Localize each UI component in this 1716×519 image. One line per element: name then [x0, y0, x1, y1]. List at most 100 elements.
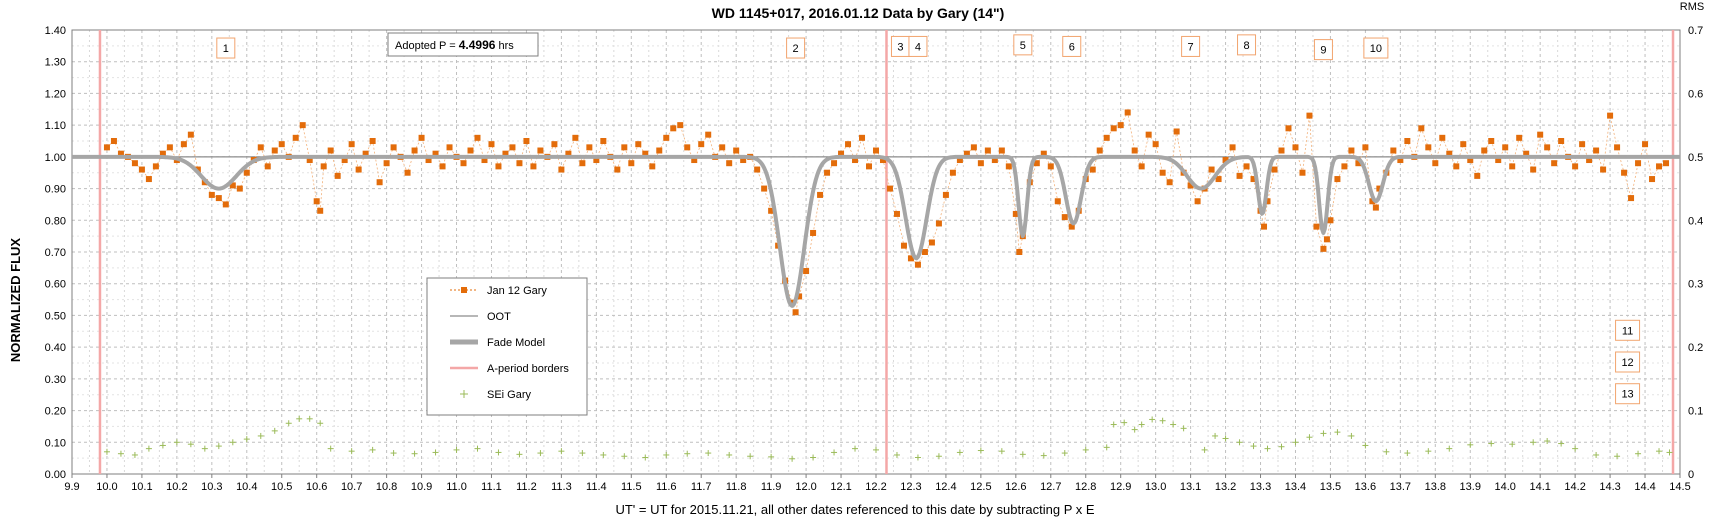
x-tick-label: 10.5 [271, 481, 292, 493]
jan12-point [320, 163, 327, 170]
x-tick-label: 11.9 [761, 481, 782, 493]
y-tick-label: 1.10 [45, 120, 66, 132]
jan12-point [1502, 144, 1509, 151]
jan12-point [502, 150, 509, 157]
svg-text:13: 13 [1621, 389, 1633, 401]
svg-text:5: 5 [1020, 40, 1026, 52]
sei-point [495, 449, 502, 456]
jan12-point [215, 195, 222, 202]
jan12-point [1016, 249, 1023, 255]
sei-point [1509, 441, 1516, 448]
jan12-point [1425, 144, 1432, 151]
jan12-point [1593, 147, 1600, 154]
svg-text:2: 2 [793, 43, 799, 55]
jan12-point [1215, 176, 1222, 183]
sei-point [348, 448, 355, 455]
jan12-point [789, 299, 796, 306]
sei-point [1530, 439, 1537, 446]
jan12-point [243, 169, 250, 176]
sei-point [600, 451, 607, 458]
x-tick-label: 13.7 [1390, 481, 1411, 493]
y-tick-label: 0.50 [45, 310, 66, 322]
svg-text:6: 6 [1069, 41, 1075, 53]
jan12-point [1061, 214, 1068, 221]
jan12-point [1341, 163, 1348, 170]
jan12-point [390, 144, 397, 151]
jan12-point [383, 160, 390, 167]
jan12-point [705, 131, 712, 138]
sei-point [1467, 441, 1474, 448]
sei-point [215, 443, 222, 450]
jan12-point [572, 134, 579, 141]
sei-point [558, 448, 565, 455]
x-tick-label: 12.4 [935, 481, 956, 493]
jan12-point [327, 147, 334, 154]
jan12-point [145, 176, 152, 183]
x-tick-label: 11.2 [516, 481, 537, 493]
dip-label-1: 1 [216, 37, 236, 59]
y-tick-label: 0.00 [45, 469, 66, 481]
jan12-point [1033, 160, 1040, 167]
legend: Jan 12 Gary OOT Fade Model A-period bord… [426, 277, 588, 416]
y-tick-labels: 0.00 0.10 0.20 0.30 0.40 0.50 0.60 0.70 0.80 0.90… [45, 25, 66, 481]
jan12-point [824, 169, 831, 176]
jan12-point [845, 141, 852, 148]
jan12-point [1261, 223, 1268, 230]
sei-point [914, 454, 921, 461]
legend-label-fade-model: Fade Model [487, 337, 545, 349]
sei-point [1614, 453, 1621, 460]
jan12-point [306, 157, 313, 164]
jan12-point [1460, 141, 1467, 148]
dip-label-13: 13 [1615, 383, 1641, 405]
jan12-point [1642, 141, 1649, 148]
sei-point [1103, 444, 1110, 451]
jan12-point [1495, 157, 1502, 164]
sei-point [1383, 448, 1390, 455]
sei-point [390, 450, 397, 457]
svg-text:10: 10 [1370, 43, 1382, 55]
jan12-point [719, 144, 726, 151]
jan12-point [229, 182, 236, 189]
sei-point [201, 445, 208, 452]
jan12-point [817, 191, 824, 198]
sei-point [1222, 435, 1229, 442]
jan12-point [257, 144, 264, 151]
sei-point [1201, 446, 1208, 453]
sei-point [663, 451, 670, 458]
legend-label-sei: SEi Gary [487, 389, 532, 401]
svg-text:Adopted P = 4.4996 hrs: Adopted P = 4.4996 hrs [395, 38, 514, 52]
period-value: 4.4996 [459, 38, 496, 52]
jan12-point [152, 163, 159, 170]
x-tick-label: 9.9 [64, 481, 79, 493]
y-tick-label: 0.90 [45, 184, 66, 196]
sei-point [852, 445, 859, 452]
jan12-point [691, 157, 698, 164]
sei-point [1348, 432, 1355, 439]
jan12-point [1334, 176, 1341, 183]
y-tick-label: 0.40 [45, 342, 66, 354]
x-tick-label: 10.1 [131, 481, 152, 493]
jan12-point [726, 160, 733, 167]
y-tick-label: 0.60 [45, 279, 66, 291]
x-tick-label: 10.4 [236, 481, 257, 493]
jan12-point [970, 144, 977, 151]
x-tick-label: 10.6 [306, 481, 327, 493]
jan12-point [1299, 169, 1306, 176]
jan12-point [439, 163, 446, 170]
y2-tick-label: 0.7 [1688, 25, 1703, 37]
x-tick-label: 13.4 [1285, 481, 1306, 493]
dip-label-7: 7 [1181, 35, 1201, 57]
jan12-point [1397, 157, 1404, 164]
sei-point [296, 415, 303, 422]
jan12-point [628, 160, 635, 167]
svg-text:7: 7 [1188, 41, 1194, 53]
jan12-point [1173, 128, 1180, 135]
jan12-point [649, 163, 656, 170]
jan12-point [1586, 157, 1593, 164]
sei-point [1131, 426, 1138, 433]
jan12-point [418, 134, 425, 141]
sei-point [1362, 442, 1369, 449]
sei-point [327, 445, 334, 452]
x-tick-label: 13.3 [1250, 481, 1271, 493]
